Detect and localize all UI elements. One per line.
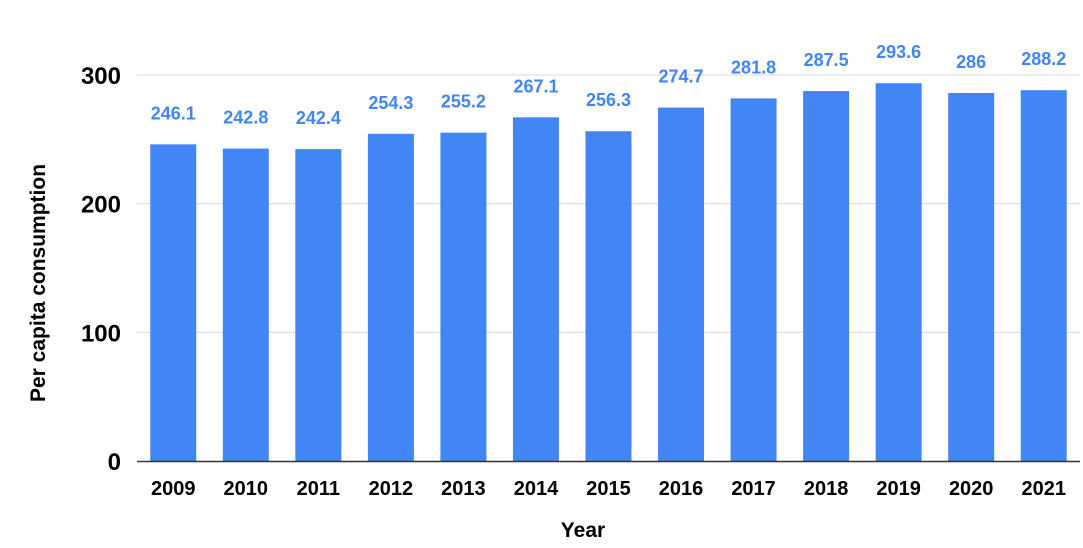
- data-label-2020: 286: [956, 52, 986, 72]
- bar-2012: [367, 133, 414, 461]
- bar-2015: [585, 131, 632, 461]
- y-tick-label-0: 0: [108, 449, 121, 476]
- x-tick-label-2014: 2014: [514, 478, 559, 500]
- x-axis-ticks: 2009 2010 2011 2012 2013 2014 2015 2016 2017 2018…: [151, 478, 1066, 500]
- data-label-2011: 242.4: [296, 108, 341, 128]
- x-tick-label-2013: 2013: [441, 478, 486, 500]
- x-tick-label-2011: 2011: [297, 478, 340, 500]
- data-label-2012: 254.3: [368, 93, 413, 113]
- data-labels: 246.1 242.8 242.4 254.3 255.2 267.1 256.3 274.7…: [151, 42, 1067, 128]
- bar-2011: [295, 149, 342, 461]
- data-label-2021: 288.2: [1021, 49, 1066, 69]
- data-label-2013: 255.2: [441, 92, 486, 112]
- data-label-2009: 246.1: [151, 103, 196, 123]
- bar-2021: [1020, 90, 1067, 461]
- x-tick-label-2018: 2018: [804, 478, 849, 500]
- bar-2017: [730, 98, 777, 462]
- bar-2009: [150, 144, 197, 462]
- bar-2013: [440, 132, 487, 461]
- x-tick-label-2019: 2019: [876, 478, 921, 500]
- bar-2010: [222, 148, 269, 461]
- data-label-2017: 281.8: [731, 57, 776, 77]
- x-tick-label-2009: 2009: [151, 478, 196, 500]
- data-label-2010: 242.8: [223, 108, 268, 128]
- y-axis-ticks: 0 100 200 300: [81, 63, 121, 476]
- data-label-2018: 287.5: [804, 50, 849, 70]
- x-tick-label-2017: 2017: [731, 478, 776, 500]
- x-tick-label-2012: 2012: [369, 478, 414, 500]
- bar-2014: [512, 117, 559, 462]
- x-axis-title: Year: [561, 519, 605, 542]
- x-tick-label-2015: 2015: [586, 478, 631, 500]
- bar-2016: [658, 107, 705, 461]
- data-label-2019: 293.6: [876, 42, 921, 62]
- x-tick-label-2021: 2021: [1021, 478, 1066, 500]
- x-tick-label-2010: 2010: [224, 478, 269, 500]
- x-tick-label-2020: 2020: [949, 478, 994, 500]
- data-label-2016: 274.7: [659, 67, 704, 87]
- y-axis-title: Per capita consumption: [27, 164, 50, 402]
- x-tick-label-2016: 2016: [659, 478, 704, 500]
- bar-2018: [803, 91, 850, 461]
- data-label-2014: 267.1: [513, 76, 558, 96]
- y-tick-label-100: 100: [81, 320, 121, 347]
- bar-2020: [948, 93, 995, 461]
- data-label-2015: 256.3: [586, 90, 631, 110]
- y-tick-label-200: 200: [81, 192, 121, 219]
- y-tick-label-300: 300: [81, 63, 121, 90]
- bar-2019: [875, 83, 922, 461]
- bars: [150, 83, 1067, 462]
